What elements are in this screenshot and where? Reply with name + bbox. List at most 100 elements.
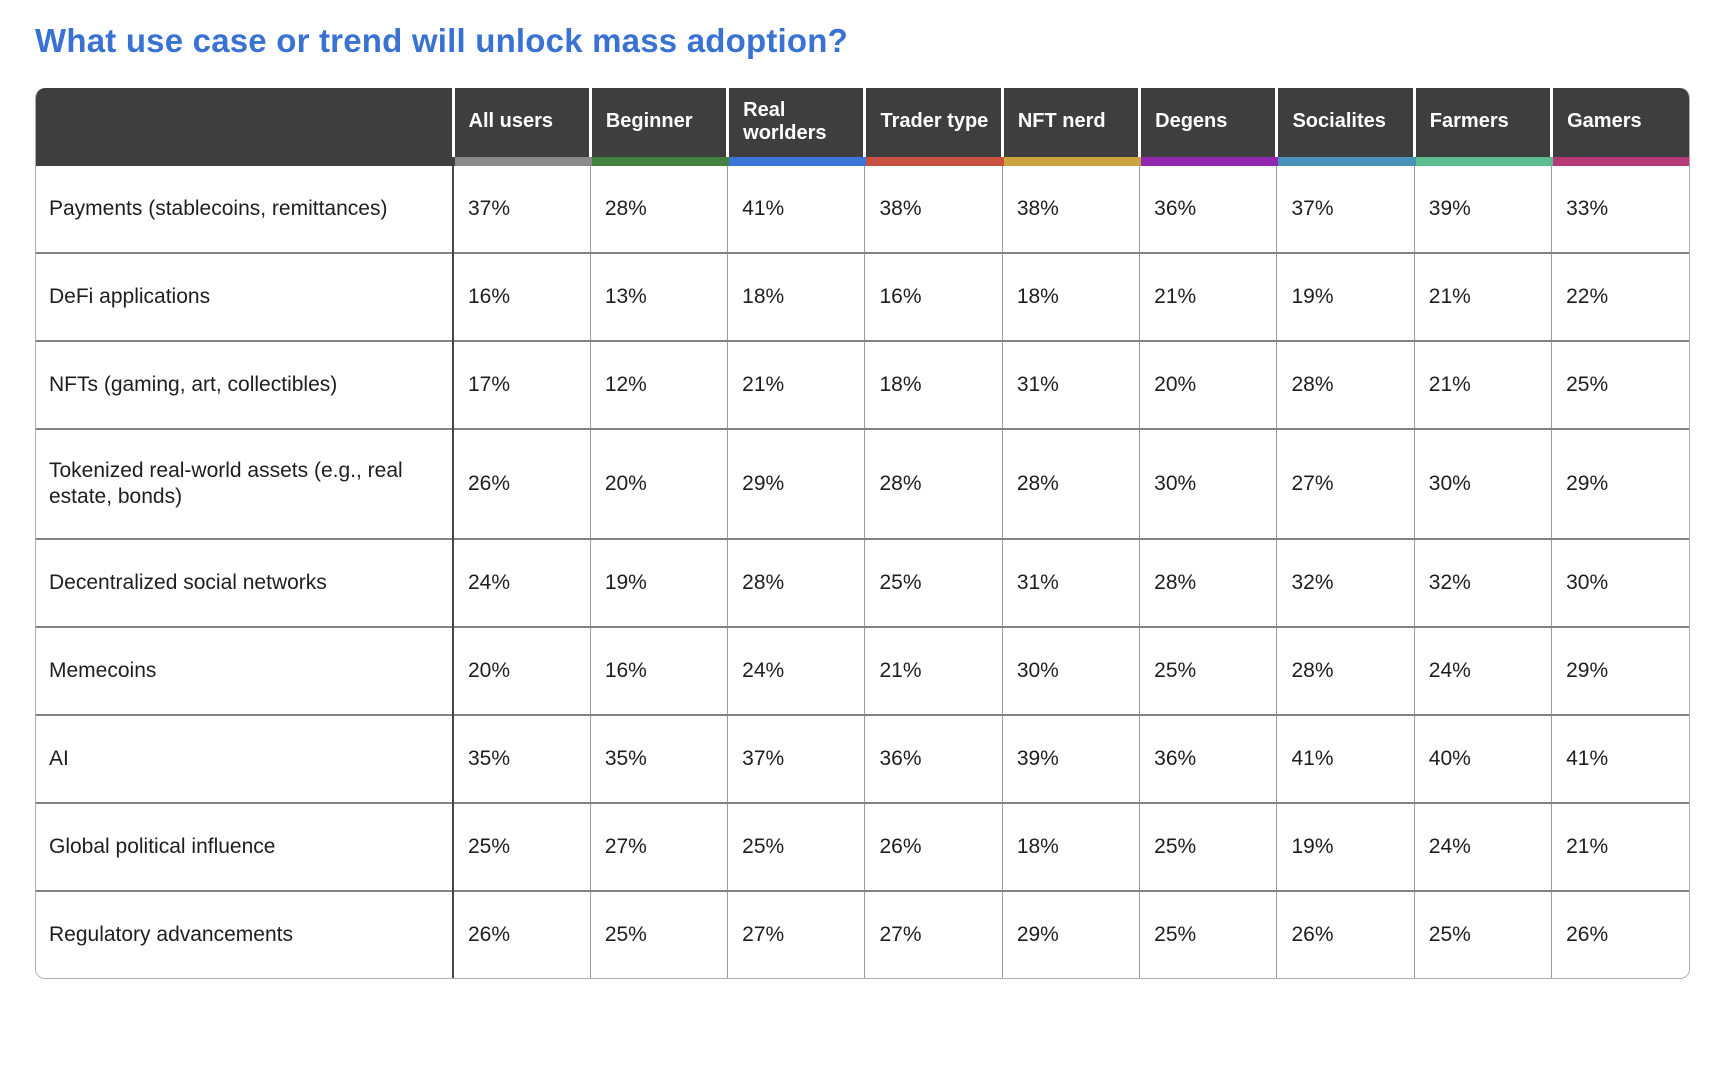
column-header: NFT nerd	[1000, 88, 1140, 166]
value-cell: 19%	[1276, 801, 1415, 891]
value-cell: 24%	[1413, 625, 1552, 715]
value-cell: 28%	[1276, 625, 1415, 715]
table-row: Global political influence 25% 27% 25% 26% 18…	[36, 801, 1689, 891]
value-cell: 37%	[452, 161, 591, 253]
value-cell: 41%	[727, 161, 865, 253]
page: What use case or trend will unlock mass …	[35, 22, 1690, 979]
row-label: Decentralized social networks	[36, 537, 454, 627]
value-cell: 21%	[1139, 251, 1277, 341]
table-row: NFTs (gaming, art, collectibles) 17% 12% 21…	[36, 339, 1689, 429]
value-cell: 21%	[1551, 801, 1689, 891]
table-row: DeFi applications 16% 13% 18% 16% 18% 21% 19% 21…	[36, 251, 1689, 341]
value-cell: 30%	[1139, 427, 1277, 539]
value-cell: 32%	[1413, 537, 1552, 627]
value-cell: 16%	[589, 625, 728, 715]
column-header: Gamers	[1550, 88, 1689, 166]
value-cell: 18%	[864, 339, 1003, 429]
value-cell: 29%	[727, 427, 865, 539]
value-cell: 27%	[1276, 427, 1415, 539]
value-cell: 39%	[1001, 713, 1140, 803]
value-cell: 38%	[1001, 161, 1140, 253]
value-cell: 25%	[1551, 339, 1689, 429]
survey-table: All users Beginner Real worlders Trader typ…	[36, 88, 1689, 978]
value-cell: 29%	[1551, 625, 1689, 715]
value-cell: 32%	[1276, 537, 1415, 627]
value-cell: 25%	[1139, 801, 1277, 891]
value-cell: 25%	[727, 801, 865, 891]
value-cell: 20%	[452, 625, 591, 715]
value-cell: 18%	[727, 251, 865, 341]
value-cell: 27%	[864, 889, 1003, 978]
row-label: DeFi applications	[36, 251, 454, 341]
value-cell: 36%	[864, 713, 1003, 803]
value-cell: 26%	[452, 889, 591, 978]
value-cell: 35%	[452, 713, 591, 803]
value-cell: 38%	[864, 161, 1003, 253]
value-cell: 19%	[589, 537, 728, 627]
value-cell: 28%	[1001, 427, 1140, 539]
value-cell: 24%	[1413, 801, 1552, 891]
value-cell: 36%	[1139, 713, 1277, 803]
value-cell: 28%	[1276, 339, 1415, 429]
value-cell: 41%	[1276, 713, 1415, 803]
value-cell: 26%	[1551, 889, 1689, 978]
column-header: All users	[451, 88, 591, 166]
table-body: Payments (stablecoins, remittances) 37% 28…	[36, 161, 1689, 978]
value-cell: 21%	[1413, 251, 1552, 341]
value-cell: 20%	[1139, 339, 1277, 429]
value-cell: 29%	[1001, 889, 1140, 978]
value-cell: 30%	[1413, 427, 1552, 539]
value-cell: 21%	[864, 625, 1003, 715]
row-label: Payments (stablecoins, remittances)	[36, 161, 454, 253]
column-header: Socialites	[1275, 88, 1415, 166]
column-header: Trader type	[863, 88, 1003, 166]
value-cell: 25%	[452, 801, 591, 891]
value-cell: 28%	[727, 537, 865, 627]
column-header: Degens	[1138, 88, 1277, 166]
header-row: All users Beginner Real worlders Trader typ…	[36, 88, 1689, 166]
value-cell: 31%	[1001, 339, 1140, 429]
value-cell: 39%	[1413, 161, 1552, 253]
value-cell: 28%	[1139, 537, 1277, 627]
row-label: Tokenized real-world assets (e.g., real …	[36, 427, 454, 539]
value-cell: 25%	[1413, 889, 1552, 978]
page-title: What use case or trend will unlock mass …	[35, 22, 848, 59]
value-cell: 13%	[589, 251, 728, 341]
value-cell: 18%	[1001, 251, 1140, 341]
value-cell: 18%	[1001, 801, 1140, 891]
value-cell: 17%	[452, 339, 591, 429]
survey-table-container: All users Beginner Real worlders Trader typ…	[35, 88, 1690, 979]
value-cell: 37%	[1276, 161, 1415, 253]
value-cell: 36%	[1139, 161, 1277, 253]
value-cell: 24%	[452, 537, 591, 627]
value-cell: 31%	[1001, 537, 1140, 627]
value-cell: 30%	[1551, 537, 1689, 627]
row-label: Memecoins	[36, 625, 454, 715]
value-cell: 40%	[1413, 713, 1552, 803]
value-cell: 28%	[864, 427, 1003, 539]
row-label: AI	[36, 713, 454, 803]
row-label: NFTs (gaming, art, collectibles)	[36, 339, 454, 429]
value-cell: 33%	[1551, 161, 1689, 253]
table-row: Tokenized real-world assets (e.g., real …	[36, 427, 1689, 539]
value-cell: 21%	[1413, 339, 1552, 429]
table-row: Memecoins 20% 16% 24% 21% 30% 25% 28% 24% 29%	[36, 625, 1689, 715]
table-row: AI 35% 35% 37% 36% 39% 36% 41% 40% 41%	[36, 713, 1689, 803]
table-row: Regulatory advancements 26% 25% 27% 27% 29% 25…	[36, 889, 1689, 978]
value-cell: 25%	[589, 889, 728, 978]
value-cell: 26%	[864, 801, 1003, 891]
value-cell: 30%	[1001, 625, 1140, 715]
column-header: Real worlders	[726, 88, 865, 166]
value-cell: 25%	[1139, 889, 1277, 978]
value-cell: 26%	[1276, 889, 1415, 978]
value-cell: 24%	[727, 625, 865, 715]
value-cell: 16%	[864, 251, 1003, 341]
value-cell: 41%	[1551, 713, 1689, 803]
value-cell: 22%	[1551, 251, 1689, 341]
corner-cell	[36, 88, 453, 166]
value-cell: 29%	[1551, 427, 1689, 539]
value-cell: 37%	[727, 713, 865, 803]
table-header: All users Beginner Real worlders Trader typ…	[36, 88, 1689, 166]
value-cell: 20%	[589, 427, 728, 539]
value-cell: 26%	[452, 427, 591, 539]
